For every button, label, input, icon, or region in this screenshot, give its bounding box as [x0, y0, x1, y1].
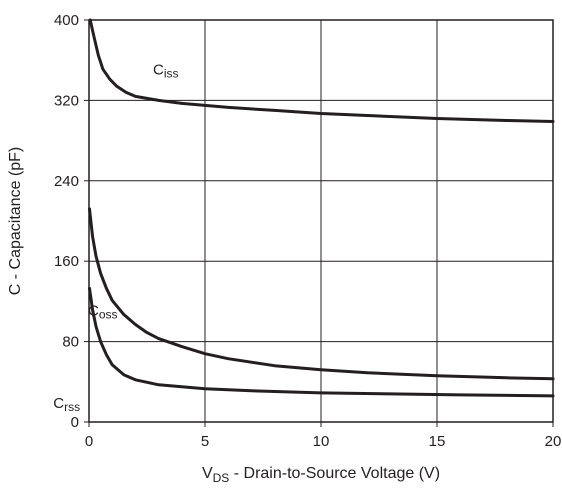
series-label-coss: Coss	[88, 302, 118, 321]
x-tick-label: 20	[545, 433, 562, 450]
series-label-ciss: Ciss	[153, 61, 179, 80]
x-axis-label-rest: - Drain-to-Source Voltage (V)	[229, 465, 440, 482]
y-tick-label: 320	[54, 92, 79, 109]
series-line-crss	[88, 286, 555, 398]
y-tick-label: 0	[71, 414, 79, 431]
series-line-ciss	[88, 18, 555, 123]
series-lines	[88, 18, 555, 398]
tick-labels: 0 5 10 15 20 0 80 160 240 320 400	[54, 12, 561, 450]
y-tick-label: 240	[54, 173, 79, 190]
x-tick-label: 5	[201, 433, 209, 450]
series-label-crss: Crss	[53, 395, 80, 414]
y-tick-label: 160	[54, 253, 79, 270]
y-axis-label: C - Capacitance (pF)	[7, 147, 24, 296]
grid-lines	[89, 20, 553, 422]
x-tick-label: 10	[313, 433, 330, 450]
x-axis-label-sub: DS	[213, 471, 230, 485]
x-tick-label: 0	[85, 433, 93, 450]
series-labels: Ciss Coss Crss	[53, 61, 178, 414]
x-axis-label: VDS - Drain-to-Source Voltage (V)	[202, 465, 440, 485]
series-line-coss	[88, 207, 555, 381]
y-tick-label: 80	[62, 334, 79, 351]
y-tick-label: 400	[54, 12, 79, 29]
x-axis-label-main: V	[202, 465, 213, 482]
x-tick-label: 15	[429, 433, 446, 450]
